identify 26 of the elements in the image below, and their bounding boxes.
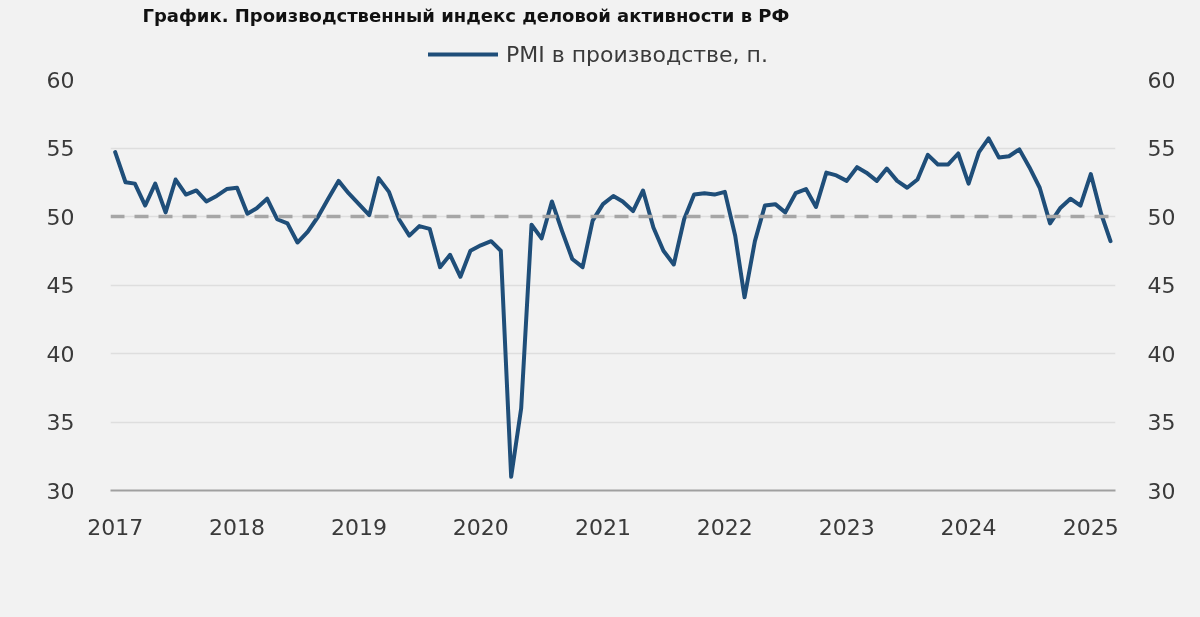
x-tick-label: 2021 [574,514,631,540]
legend-label: PMI в производстве, п. [506,41,768,67]
y-tick-label: 35 [46,410,75,435]
y-tick-label: 30 [46,478,75,504]
y-tick-label: 60 [46,67,75,93]
x-tick-label: 2025 [1062,514,1119,540]
x-tick-label: 2017 [87,514,144,540]
x-tick-label: 2019 [330,514,387,540]
x-tick-label: 2018 [209,514,266,540]
x-tick-label: 2022 [696,514,753,540]
y2-tick-label: 45 [1147,273,1176,298]
y-tick-label: 55 [46,136,75,161]
y2-tick-label: 55 [1147,136,1176,161]
y-tick-label: 40 [46,341,75,367]
y2-tick-label: 40 [1147,341,1176,367]
chart-title: График. Производственный индекс деловой активности в РФ [142,4,790,26]
line-series [113,136,1113,479]
y-tick-label: 45 [46,273,75,298]
x-tick-label: 2020 [452,514,509,540]
y2-tick-label: 30 [1147,478,1176,504]
y2-tick-label: 50 [1147,204,1176,230]
y-tick-label: 50 [46,204,75,230]
x-tick-label: 2023 [818,514,875,540]
y2-tick-label: 35 [1147,410,1176,435]
x-tick-label: 2024 [940,514,997,540]
y2-tick-label: 60 [1147,67,1176,93]
